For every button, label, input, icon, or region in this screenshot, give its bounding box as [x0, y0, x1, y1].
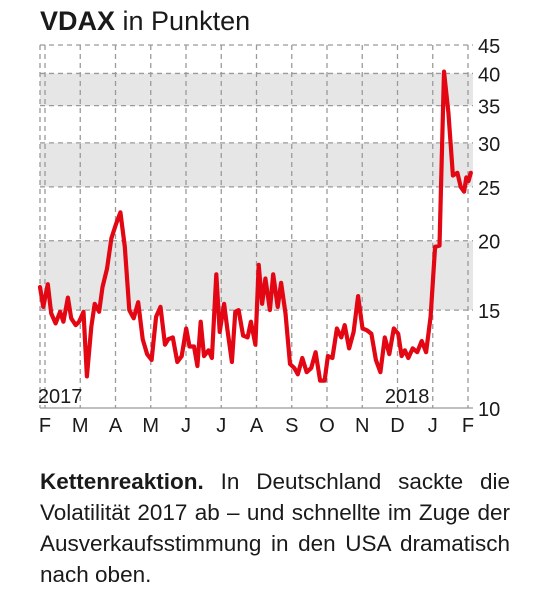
chart-caption: Kettenreaktion. In Deutschland sackte di… [40, 466, 510, 590]
chart-title: VDAX in Punkten [40, 6, 250, 37]
x-tick-label: S [285, 415, 298, 437]
chart-title-rest: in Punkten [122, 6, 251, 36]
x-tick-label: A [109, 415, 123, 437]
chart-title-bold: VDAX [40, 6, 116, 36]
y-tick-label: 20 [478, 232, 500, 254]
x-tick-label: F [39, 415, 51, 437]
y-tick-label: 10 [478, 399, 500, 421]
y-tick-label: 30 [478, 134, 500, 156]
x-tick-label: J [428, 415, 438, 437]
x-tick-label: N [355, 415, 369, 437]
x-tick-label: F [462, 415, 474, 437]
y-tick-label: 40 [478, 64, 500, 86]
y-tick-label: 15 [478, 301, 500, 323]
x-tick-label: O [319, 415, 335, 437]
caption-lead: Kettenreaktion. [40, 469, 204, 494]
vdax-series-line [37, 69, 473, 383]
x-tick-label: M [72, 415, 89, 437]
y-tick-label: 25 [478, 178, 500, 200]
year-label: 2018 [385, 386, 430, 408]
y-tick-label: 35 [478, 97, 500, 119]
y-tick-label: 45 [478, 36, 500, 58]
caption-text: In Deutschland sackte die Volatilität 20… [40, 469, 510, 587]
x-tick-label: A [250, 415, 264, 437]
x-tick-label: J [216, 415, 226, 437]
x-tick-label: M [142, 415, 159, 437]
x-tick-label: J [181, 415, 191, 437]
year-label: 2017 [38, 386, 83, 408]
x-tick-label: D [390, 415, 404, 437]
